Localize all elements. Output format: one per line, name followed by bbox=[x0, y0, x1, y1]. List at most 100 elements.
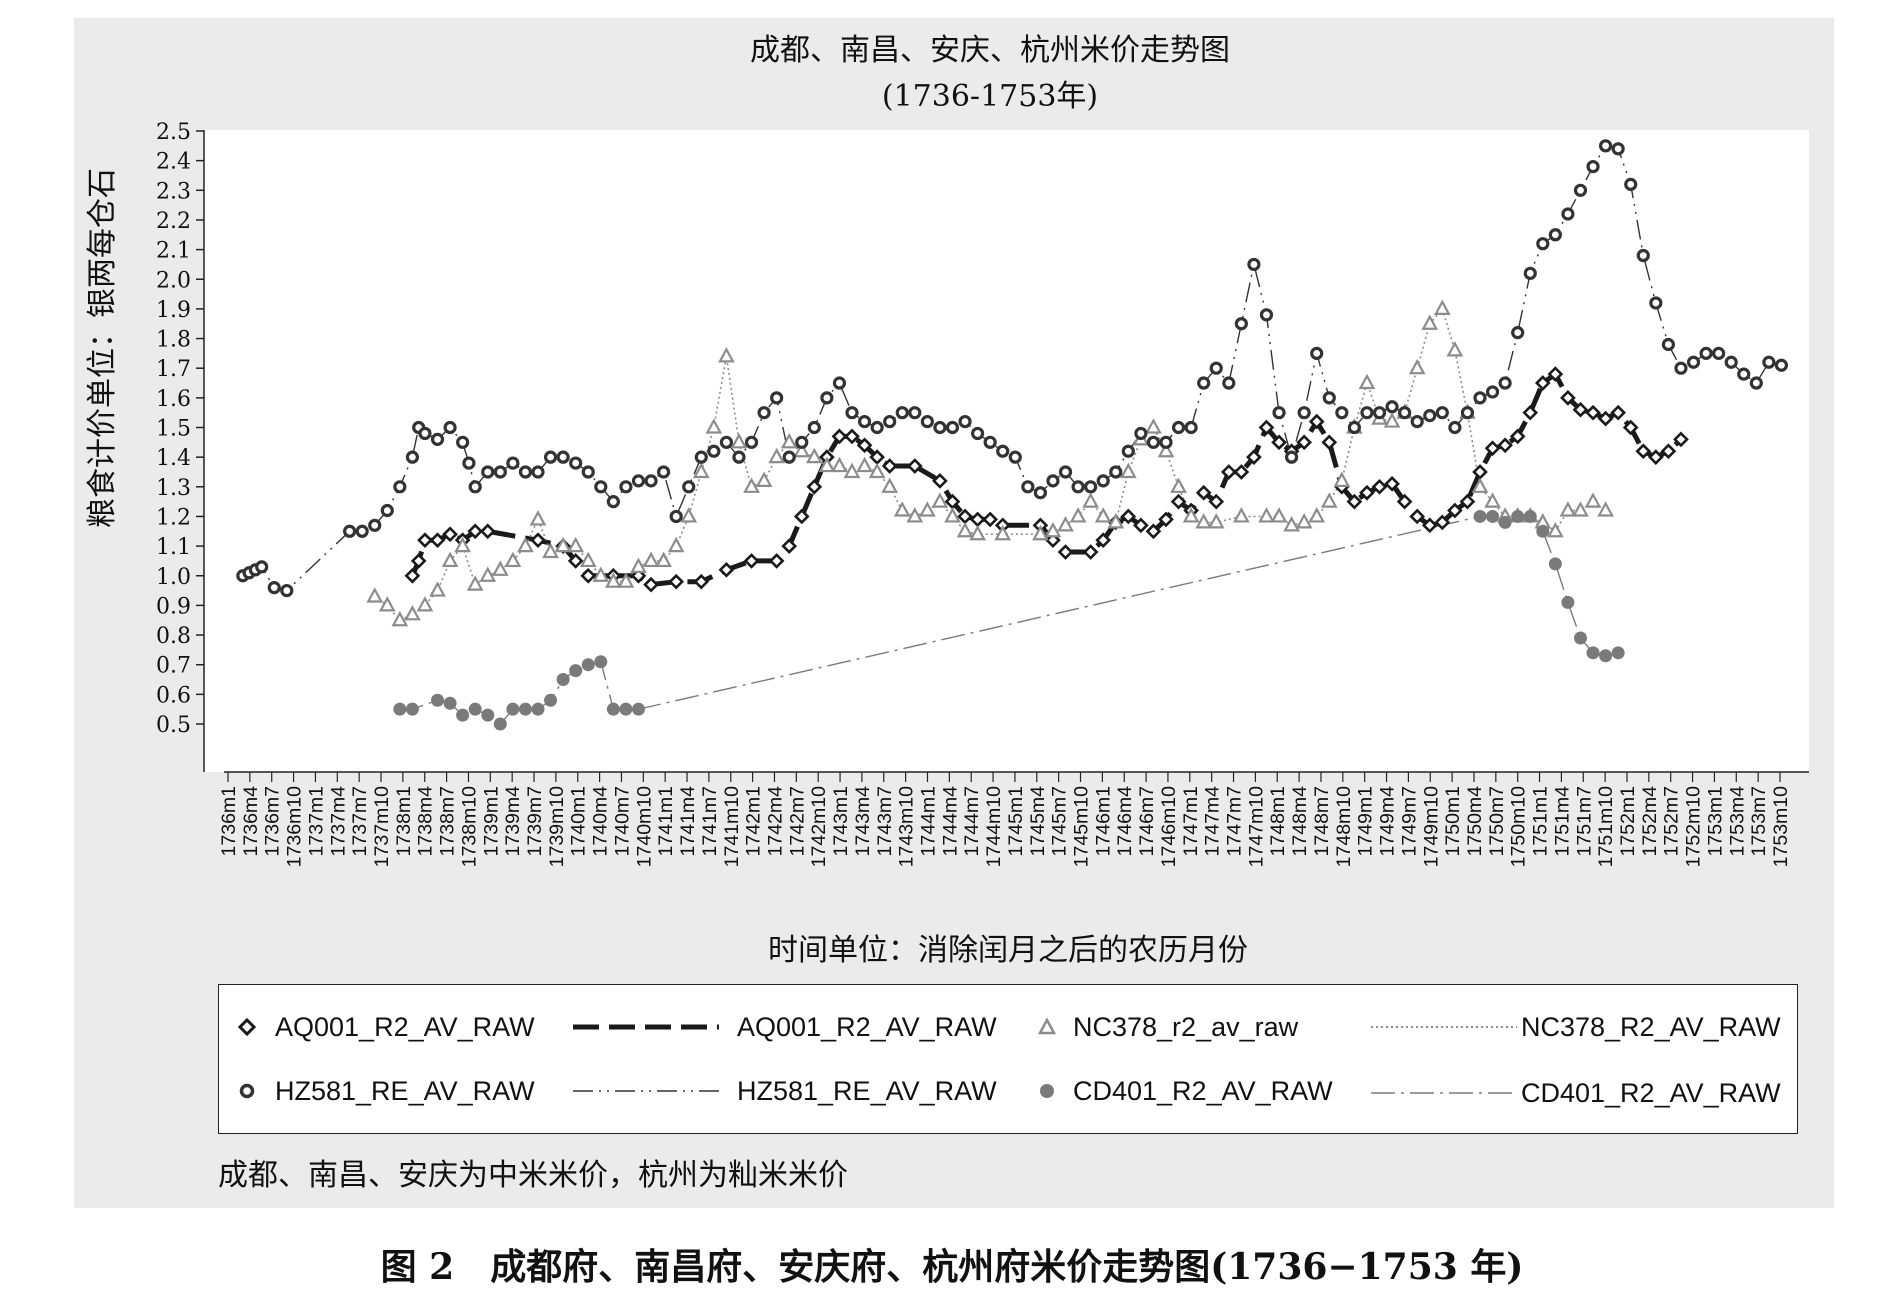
data-point bbox=[462, 456, 476, 470]
x-tick-label: 1749m7 bbox=[1398, 786, 1420, 856]
data-point bbox=[970, 426, 985, 441]
data-point bbox=[255, 560, 269, 574]
legend-entry-nc-marker: NC378_r2_av_raw bbox=[1035, 1007, 1298, 1047]
data-point bbox=[441, 551, 459, 568]
x-tick-label: 1746m4 bbox=[1114, 786, 1136, 857]
data-point bbox=[1724, 355, 1738, 369]
legend-label: CD401_R2_AV_RAW bbox=[1521, 1077, 1781, 1108]
data-point bbox=[1208, 493, 1225, 510]
x-tick-label: 1738m7 bbox=[437, 786, 459, 856]
x-tick-label: 1739m1 bbox=[480, 786, 502, 856]
data-point bbox=[393, 702, 407, 716]
data-point bbox=[933, 420, 947, 435]
data-point bbox=[1561, 595, 1575, 609]
y-axis: 0.5 0.6 0.7 0.8 0.9 1.0 1.1 1.2 1.3 1.4 1.5 1.6 1.7 1… bbox=[156, 120, 205, 772]
data-point bbox=[506, 456, 520, 470]
data-point bbox=[919, 501, 936, 517]
x-tick-label: 1737m10 bbox=[371, 786, 393, 867]
data-point bbox=[1259, 308, 1274, 322]
data-point bbox=[1297, 406, 1311, 420]
data-point bbox=[1408, 358, 1426, 375]
y-tick-label: 0.5 bbox=[156, 713, 191, 738]
data-point bbox=[1134, 426, 1148, 441]
data-point bbox=[1145, 523, 1162, 540]
data-point bbox=[1271, 434, 1287, 451]
data-point bbox=[468, 480, 482, 494]
data-point bbox=[983, 435, 997, 449]
y-tick-label: 1.5 bbox=[156, 417, 191, 442]
data-point bbox=[1195, 484, 1212, 501]
data-point bbox=[1509, 428, 1526, 445]
y-tick-label: 1.9 bbox=[156, 298, 191, 323]
data-point bbox=[1622, 419, 1639, 436]
data-point bbox=[1559, 501, 1577, 517]
data-point bbox=[1585, 404, 1601, 421]
x-tick-label: 1749m4 bbox=[1377, 786, 1399, 857]
data-point bbox=[969, 524, 986, 541]
x-tick-label: 1746m10 bbox=[1158, 786, 1180, 867]
data-point bbox=[1182, 507, 1200, 523]
data-point bbox=[656, 465, 671, 479]
data-point bbox=[456, 435, 470, 449]
x-tick-label: 1736m1 bbox=[218, 786, 240, 856]
data-point bbox=[1233, 507, 1250, 523]
chart-title: 成都、南昌、安庆、杭州米价走势图 bbox=[750, 33, 1230, 68]
data-point bbox=[1197, 376, 1211, 390]
data-point bbox=[805, 447, 823, 464]
data-point bbox=[1611, 646, 1625, 660]
data-point bbox=[431, 693, 445, 707]
data-point bbox=[493, 465, 507, 479]
data-point bbox=[1649, 296, 1663, 310]
x-tick-label: 1752m1 bbox=[1617, 786, 1639, 856]
data-point bbox=[1233, 464, 1250, 480]
figure-note: 成都、南昌、安庆为中米米价，杭州为籼米米价 bbox=[218, 1158, 848, 1193]
data-point bbox=[994, 524, 1012, 541]
data-point bbox=[569, 456, 583, 470]
data-point bbox=[404, 604, 421, 621]
data-point bbox=[1360, 406, 1374, 420]
x-tick-label: 1737m1 bbox=[305, 786, 327, 856]
data-point bbox=[718, 561, 735, 578]
data-point bbox=[1057, 544, 1074, 560]
data-point bbox=[831, 428, 848, 445]
legend-label: NC378_R2_AV_RAW bbox=[1521, 1011, 1781, 1042]
data-point bbox=[405, 450, 419, 464]
data-point bbox=[416, 596, 434, 612]
y-tick-label: 2.5 bbox=[156, 120, 191, 145]
data-point bbox=[781, 538, 798, 554]
x-tick-label: 1750m10 bbox=[1508, 786, 1530, 867]
data-point bbox=[1547, 521, 1564, 538]
data-point bbox=[355, 524, 369, 538]
data-point bbox=[493, 717, 507, 731]
data-point bbox=[1686, 355, 1701, 369]
data-point bbox=[1184, 420, 1198, 435]
data-point bbox=[491, 560, 509, 576]
data-point bbox=[518, 702, 532, 716]
data-point bbox=[1046, 474, 1060, 488]
data-point bbox=[743, 477, 760, 493]
data-point bbox=[592, 566, 610, 582]
legend-label: AQ001_R2_AV_RAW bbox=[737, 1011, 997, 1042]
data-point bbox=[631, 702, 645, 716]
data-point bbox=[920, 414, 934, 429]
x-tick-label: 1750m1 bbox=[1442, 786, 1464, 856]
data-point bbox=[1258, 507, 1275, 523]
data-point bbox=[1346, 493, 1363, 510]
x-tick-label: 1736m10 bbox=[284, 786, 306, 867]
data-point bbox=[1170, 477, 1187, 493]
x-tick-label: 1747m7 bbox=[1224, 786, 1246, 856]
x-tick-label: 1742m4 bbox=[764, 786, 786, 857]
data-point bbox=[1347, 420, 1362, 435]
data-point bbox=[1222, 376, 1236, 390]
data-point bbox=[795, 435, 809, 449]
data-point bbox=[1094, 507, 1112, 523]
legend-entry-hz-marker: HZ581_RE_AV_RAW bbox=[235, 1071, 535, 1111]
data-point bbox=[1423, 409, 1437, 423]
data-point bbox=[1573, 631, 1587, 645]
data-point bbox=[1610, 404, 1626, 421]
data-point bbox=[343, 524, 357, 538]
data-point bbox=[1082, 544, 1099, 560]
data-point bbox=[594, 655, 608, 669]
legend-entry-hz-line: HZ581_RE_AV_RAW bbox=[571, 1071, 997, 1111]
x-tick-label: 1745m4 bbox=[1027, 786, 1049, 857]
